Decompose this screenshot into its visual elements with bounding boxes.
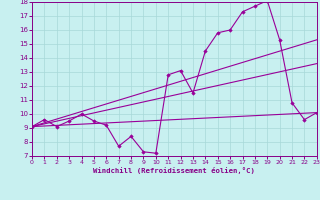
- X-axis label: Windchill (Refroidissement éolien,°C): Windchill (Refroidissement éolien,°C): [93, 167, 255, 174]
